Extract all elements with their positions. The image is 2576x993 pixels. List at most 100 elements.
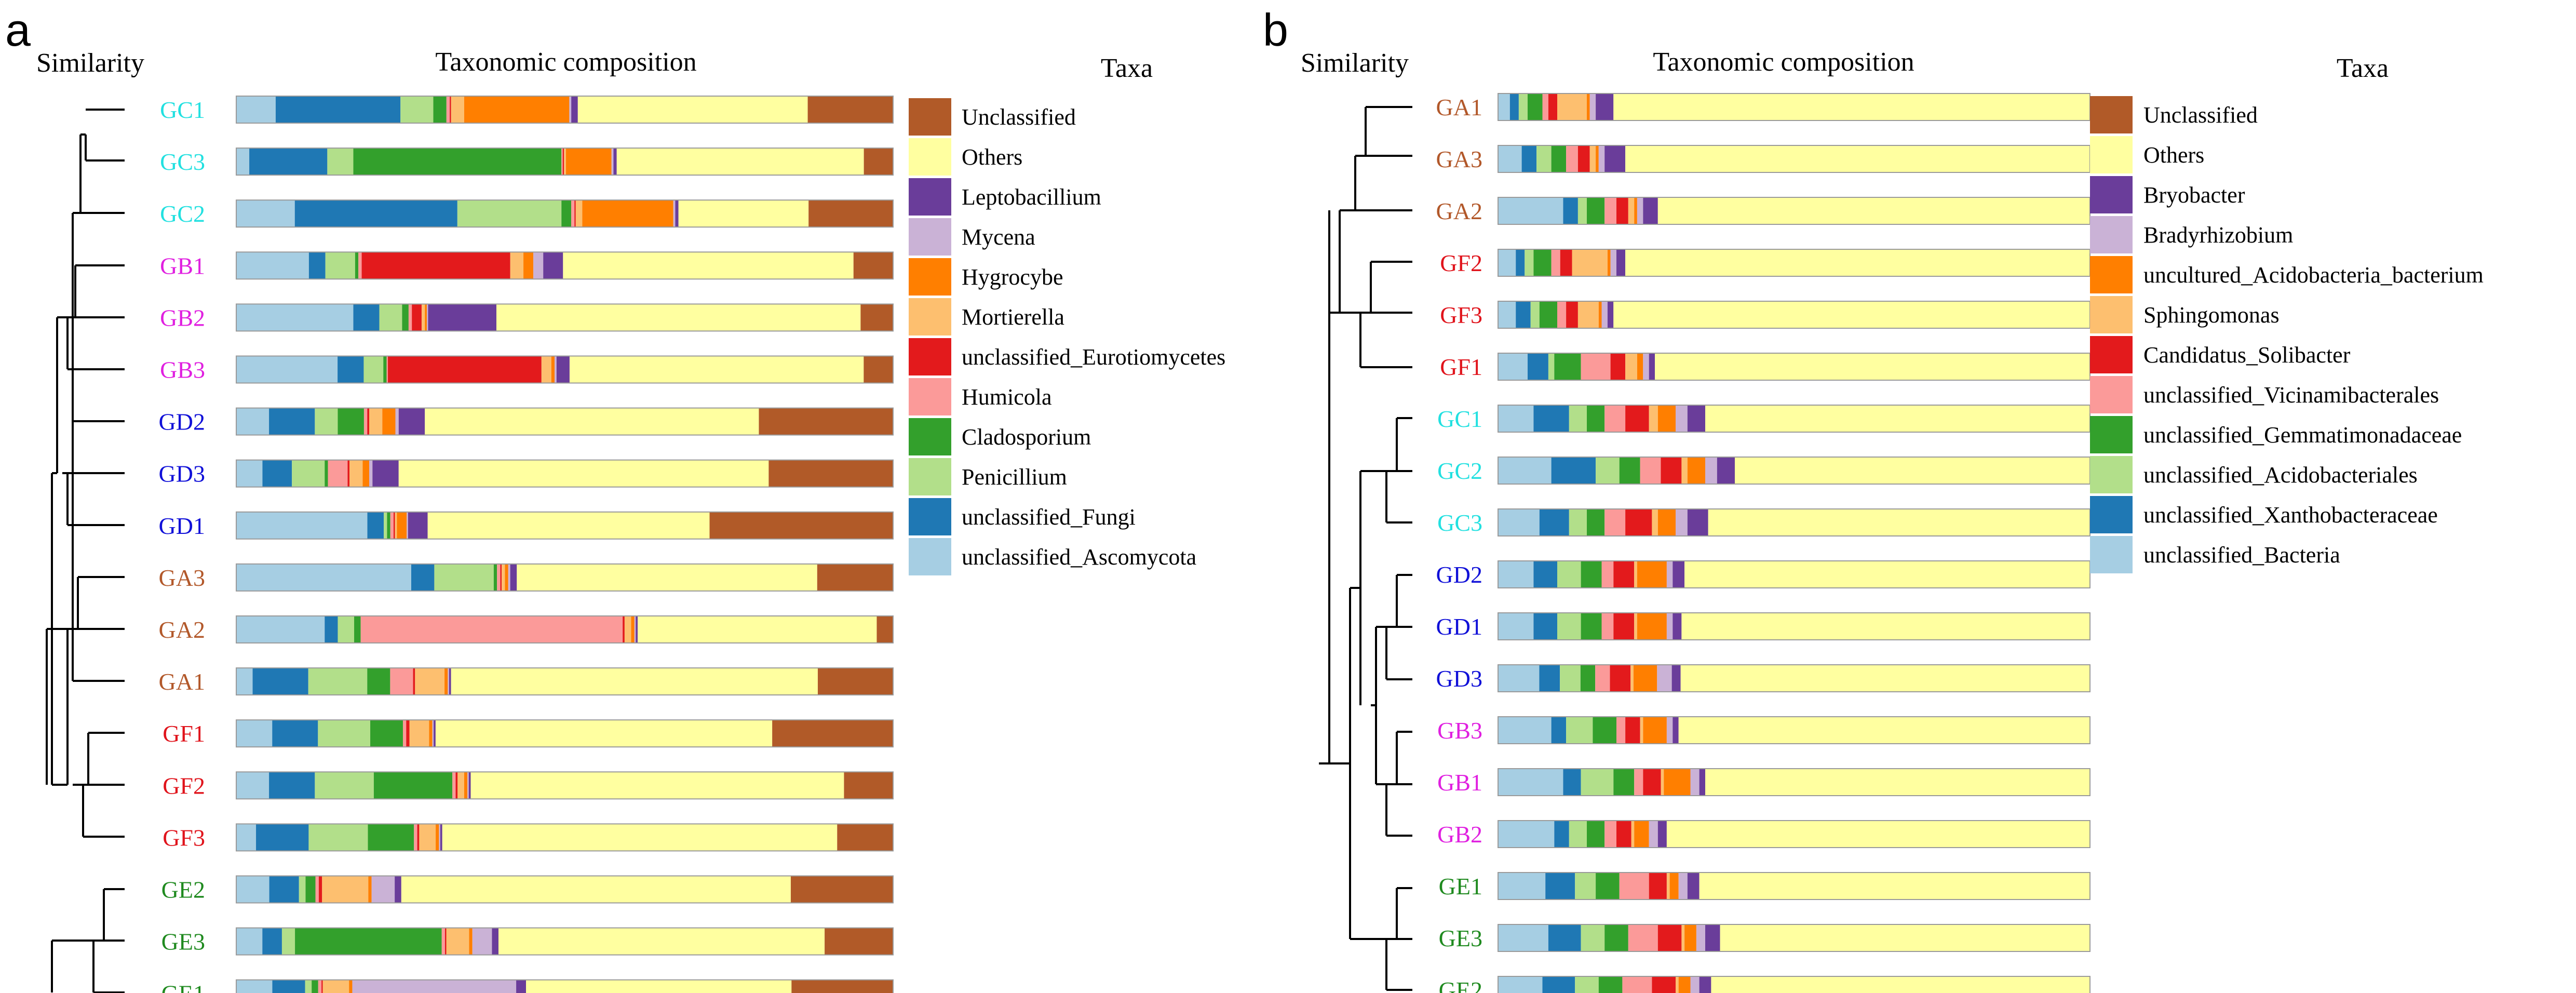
bar-segment bbox=[318, 876, 322, 903]
bar-segment bbox=[709, 512, 893, 539]
bar-segment bbox=[1619, 457, 1640, 484]
bar-outline bbox=[236, 875, 894, 904]
bar-segment bbox=[457, 772, 464, 799]
bar-segment bbox=[446, 96, 450, 123]
bar-segment bbox=[439, 824, 440, 851]
bar-segment bbox=[401, 876, 791, 903]
bar-segment bbox=[1548, 924, 1581, 951]
bar-segment bbox=[1587, 509, 1605, 536]
bar-segment bbox=[305, 876, 316, 903]
bar-segment bbox=[395, 408, 399, 435]
bar-segment bbox=[368, 824, 414, 851]
bar-segment bbox=[421, 304, 425, 331]
bar-segment bbox=[1601, 301, 1608, 328]
bar-segment bbox=[1633, 665, 1657, 692]
bar-outline bbox=[1498, 976, 2091, 993]
bar-segment bbox=[312, 979, 318, 993]
bar-segment bbox=[1566, 145, 1578, 172]
bar-segment bbox=[1705, 924, 1720, 951]
bar-segment bbox=[1610, 249, 1616, 276]
bar-segment bbox=[1673, 561, 1685, 588]
bar-segment bbox=[1678, 717, 2090, 744]
bar-segment bbox=[1509, 93, 1519, 120]
bar-segment bbox=[1589, 145, 1596, 172]
bar-segment bbox=[497, 563, 501, 591]
bar-outline bbox=[1498, 716, 2091, 744]
bar-segment bbox=[543, 252, 563, 279]
legend-label: Mycena bbox=[962, 224, 1035, 250]
sample-label: GC1 bbox=[160, 97, 205, 123]
bar-segment bbox=[236, 512, 368, 539]
bar-segment bbox=[338, 356, 364, 383]
bar-segment bbox=[353, 148, 562, 176]
bar-outline bbox=[236, 615, 894, 643]
bar-segment bbox=[1557, 613, 1581, 640]
bar-outline bbox=[236, 823, 894, 852]
legend-swatch bbox=[909, 538, 951, 575]
sample-label: GC1 bbox=[1437, 406, 1482, 432]
bar-segment bbox=[1613, 93, 2090, 120]
legend-label: Hygrocybe bbox=[962, 264, 1063, 290]
bar-segment bbox=[262, 928, 282, 955]
bar-segment bbox=[338, 616, 355, 643]
legend-label: unclassified_Vicinamibacterales bbox=[2143, 382, 2439, 408]
bar-segment bbox=[349, 460, 363, 487]
bar-segment bbox=[436, 824, 439, 851]
bar-segment bbox=[1640, 717, 1643, 744]
legend-label: unclassified_Eurotiomycetes bbox=[962, 344, 1225, 370]
bar-segment bbox=[1652, 509, 1658, 536]
bar-segment bbox=[1625, 509, 1652, 536]
sample-label: GB3 bbox=[1437, 717, 1482, 744]
bar-segment bbox=[623, 616, 625, 643]
bar-segment bbox=[1634, 197, 1637, 224]
bar-segment bbox=[1616, 197, 1628, 224]
bar-segment bbox=[371, 876, 395, 903]
bar-segment bbox=[1589, 93, 1596, 120]
bar-segment bbox=[442, 824, 838, 851]
bar-segment bbox=[790, 876, 893, 903]
sample-label: GA3 bbox=[1436, 146, 1482, 172]
bar-segment bbox=[464, 772, 468, 799]
bar-segment bbox=[1673, 717, 1679, 744]
bar-segment bbox=[1657, 924, 1682, 951]
bar-segment bbox=[1598, 145, 1605, 172]
bar-segment bbox=[1630, 665, 1634, 692]
bar-segment bbox=[1551, 145, 1567, 172]
bar-outline bbox=[1498, 872, 2091, 900]
bar-segment bbox=[444, 928, 447, 955]
bar-segment bbox=[1625, 145, 2090, 172]
bar-segment bbox=[400, 96, 434, 123]
sample-label: GF1 bbox=[163, 720, 205, 747]
bar-segment bbox=[1587, 197, 1605, 224]
bar-segment bbox=[1676, 976, 1679, 993]
bar-outline bbox=[236, 147, 894, 176]
bar-segment bbox=[1637, 561, 1667, 588]
bar-outline bbox=[1498, 820, 2091, 848]
bar-segment bbox=[1525, 249, 1534, 276]
bar-segment bbox=[1649, 873, 1667, 900]
bar-segment bbox=[541, 356, 551, 383]
bar-segment bbox=[575, 200, 583, 227]
bar-segment bbox=[1717, 457, 1735, 484]
bar-segment bbox=[390, 512, 394, 539]
bar-segment bbox=[236, 304, 354, 331]
sample-label: GD2 bbox=[1436, 561, 1482, 588]
bar-segment bbox=[256, 824, 309, 851]
bar-segment bbox=[1581, 769, 1614, 796]
legend-label: Mortierella bbox=[962, 304, 1064, 330]
bar-segment bbox=[1498, 717, 1552, 744]
bar-segment bbox=[1551, 249, 1560, 276]
bar-segment bbox=[1657, 509, 1676, 536]
bar-segment bbox=[1598, 301, 1602, 328]
bar-segment bbox=[1498, 145, 1522, 172]
bar-segment bbox=[1687, 405, 1705, 432]
bar-segment bbox=[1498, 457, 1552, 484]
bar-segment bbox=[772, 720, 893, 747]
bar-segment bbox=[1498, 976, 1543, 993]
bar-segment bbox=[236, 772, 269, 799]
bar-segment bbox=[349, 979, 353, 993]
sample-label: GB2 bbox=[160, 304, 205, 331]
bar-segment bbox=[262, 460, 292, 487]
bar-segment bbox=[321, 979, 323, 993]
